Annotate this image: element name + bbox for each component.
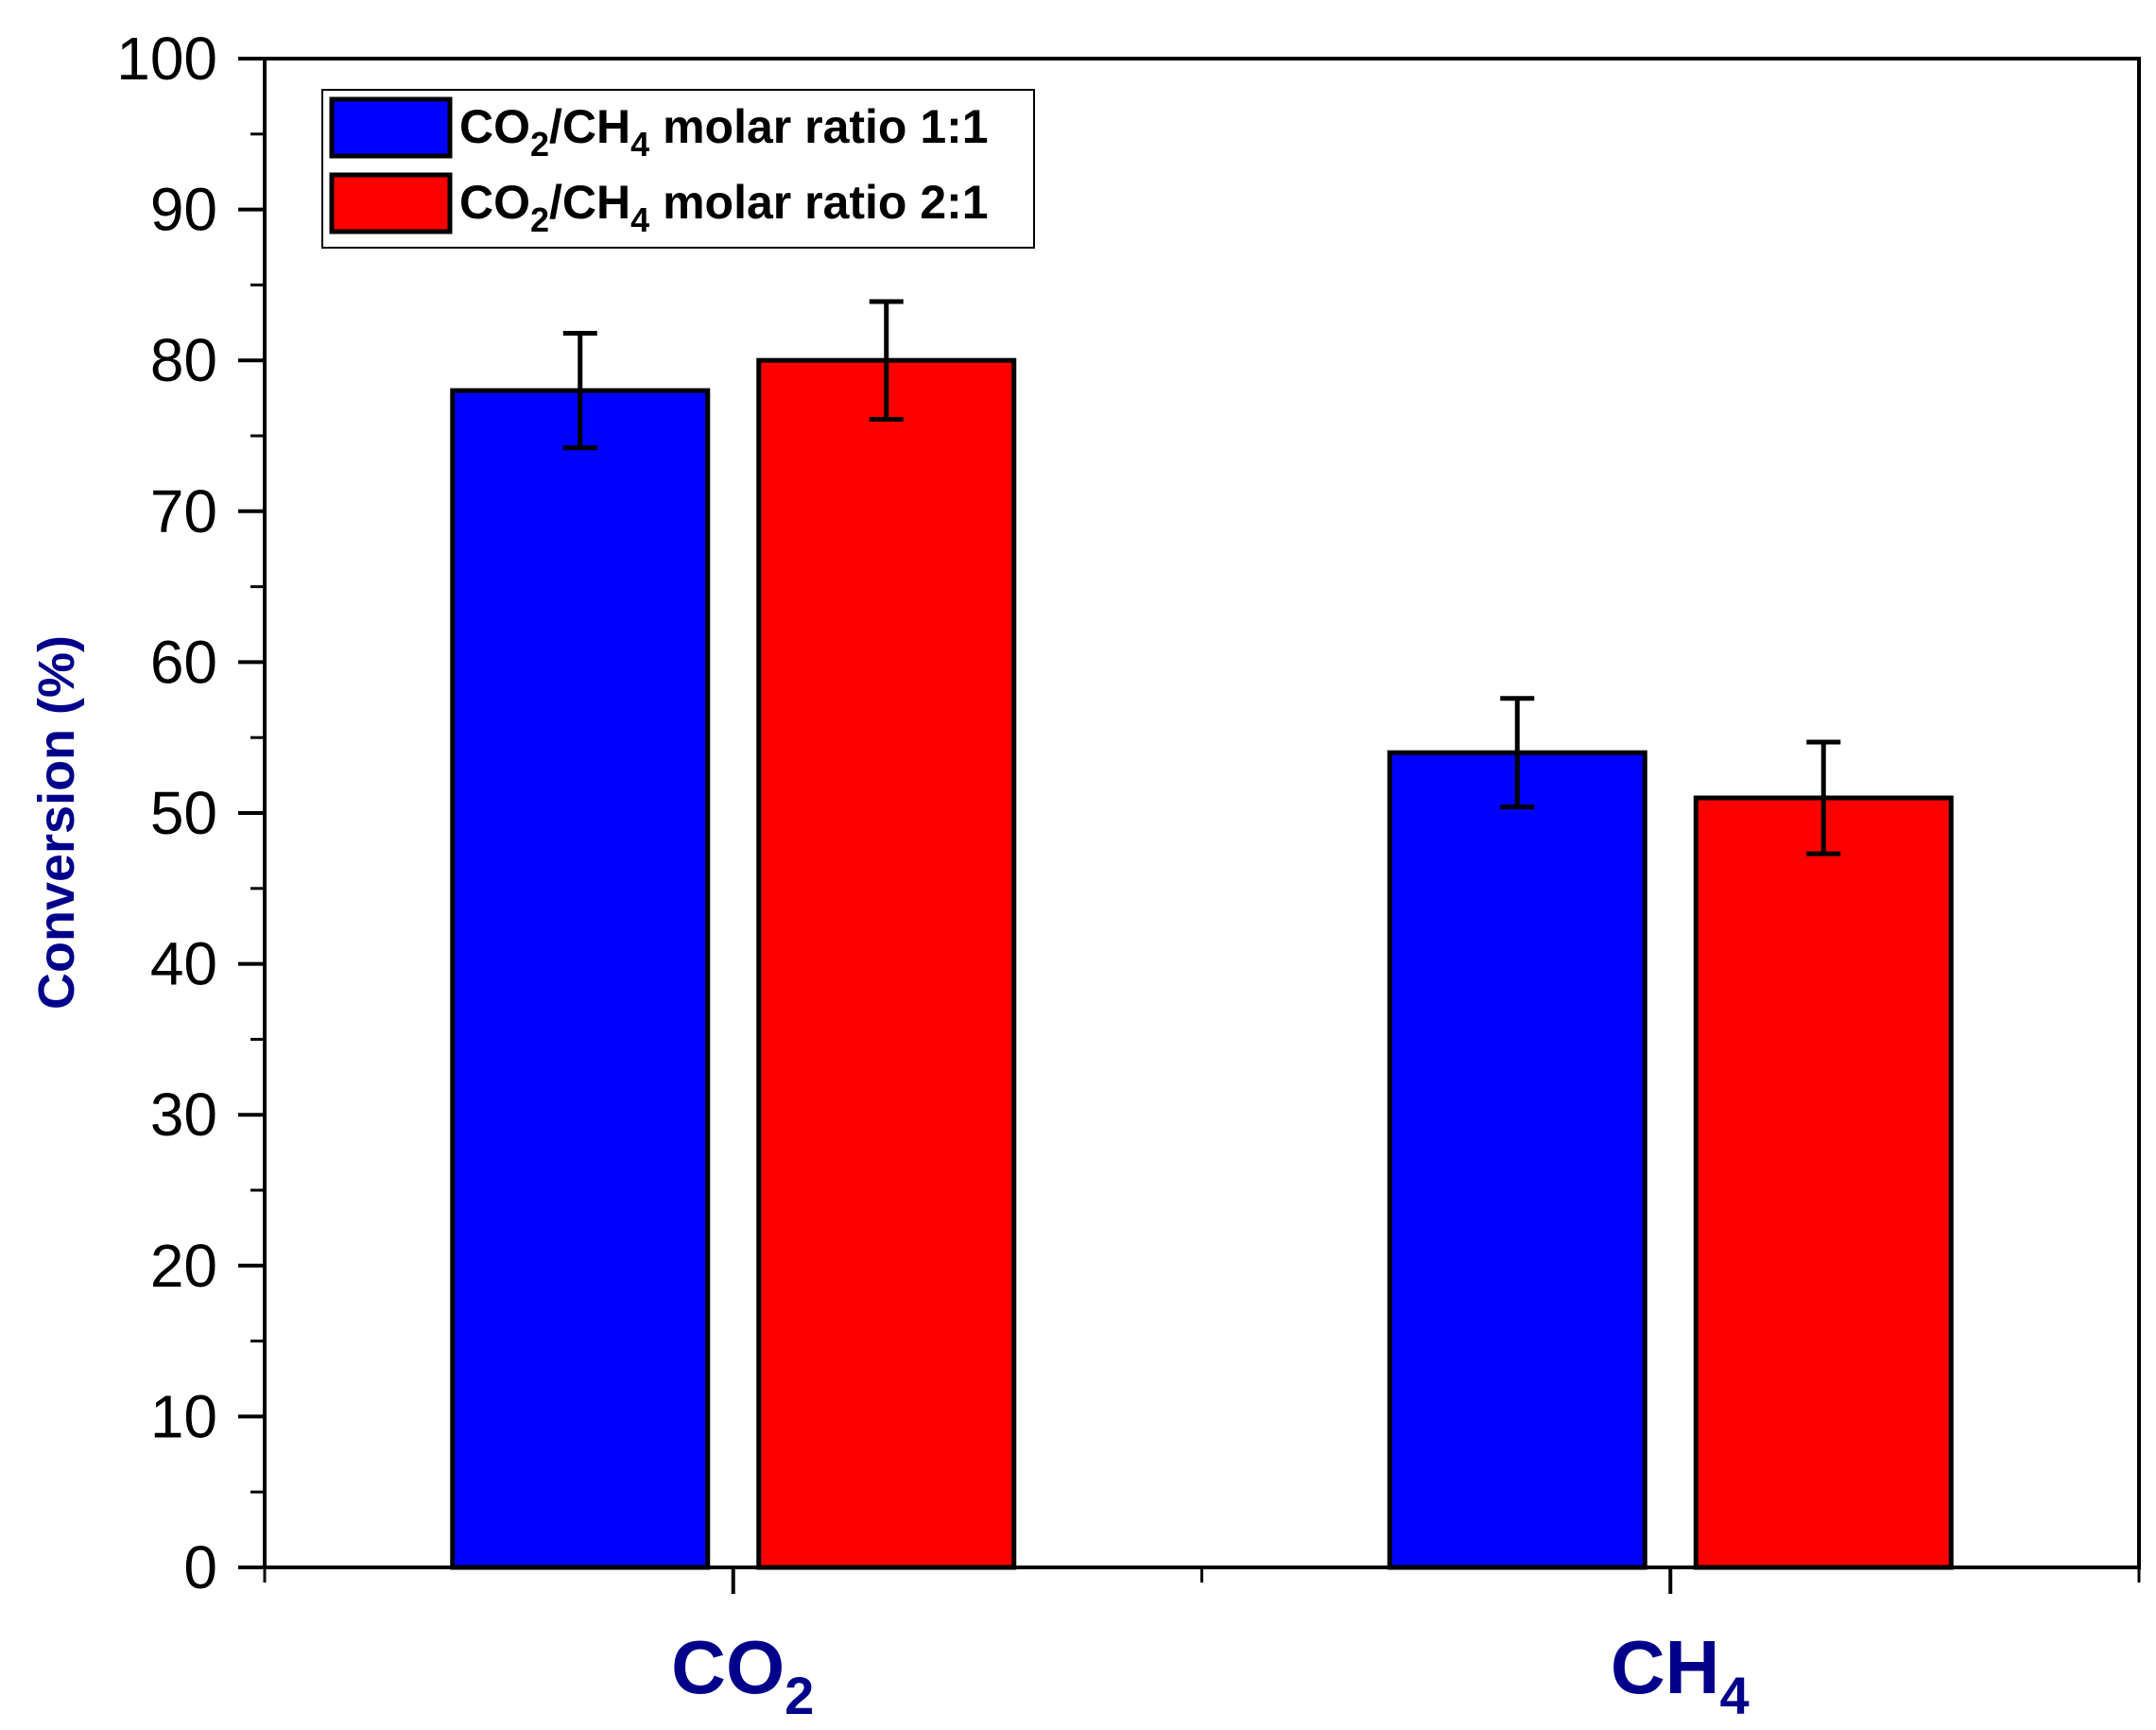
y-tick-label: 100 xyxy=(116,25,217,93)
y-tick-label: 80 xyxy=(150,326,217,394)
y-tick-label: 10 xyxy=(150,1382,217,1450)
y-tick-label: 70 xyxy=(150,477,217,545)
y-tick-label: 0 xyxy=(183,1533,217,1601)
x-category-label-ch4: CH4 xyxy=(1611,1625,1750,1725)
y-tick-label: 90 xyxy=(150,176,217,244)
y-tick-label: 60 xyxy=(150,628,217,696)
bar-co2-series-1[interactable] xyxy=(450,388,711,1570)
legend-label-series-2: CO2/CH4 molar ratio 2:1 xyxy=(459,176,989,239)
bar-ch4-series-2[interactable] xyxy=(1693,795,1954,1570)
legend-label-series-1: CO2/CH4 molar ratio 1:1 xyxy=(459,100,989,164)
legend-swatch-series-1 xyxy=(329,96,453,159)
y-axis-label: Conversion (%) xyxy=(28,635,85,1010)
legend-swatch-series-2 xyxy=(329,172,453,234)
bar-ch4-series-1[interactable] xyxy=(1387,750,1647,1570)
x-category-label-co2: CO2 xyxy=(671,1625,814,1725)
y-tick-label: 50 xyxy=(150,779,217,847)
y-tick-label: 40 xyxy=(150,930,217,998)
bar-co2-series-2[interactable] xyxy=(756,357,1017,1570)
y-tick-label: 20 xyxy=(150,1232,217,1300)
y-tick-label: 30 xyxy=(150,1081,217,1149)
